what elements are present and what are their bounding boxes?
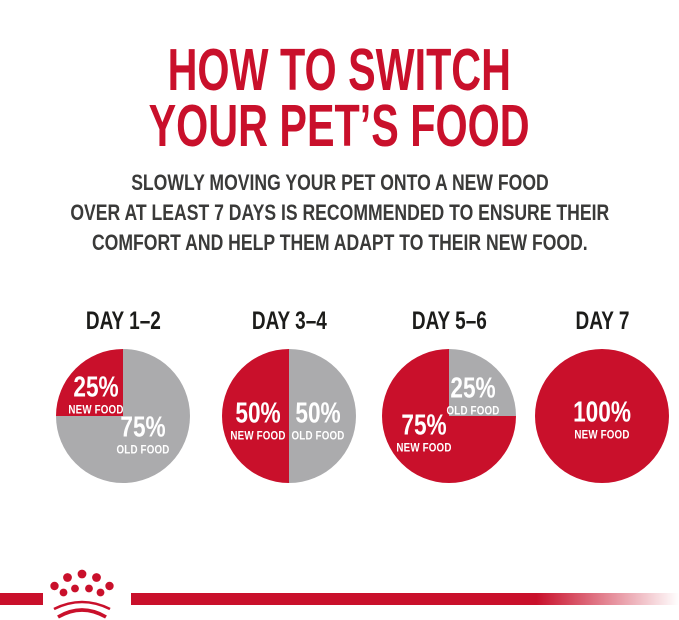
pie-chart-day-7: DAY 7 100% NEW FOOD <box>522 306 679 483</box>
pie-chart-day-3-4: DAY 3–4 50% NEW FOOD 50% OLD FOOD <box>209 306 369 483</box>
day-label: DAY 7 <box>575 307 629 335</box>
day-label: DAY 3–4 <box>251 307 327 335</box>
pie-slice-label-new-food: 75% NEW FOOD <box>395 409 452 455</box>
pie-slice-label-old-food: 50% OLD FOOD <box>291 397 345 443</box>
page-title-line1: HOW TO SWITCH <box>167 36 512 103</box>
pie-slice-label-old-food: 75% OLD FOOD <box>116 411 170 456</box>
pie-slice-label-new-food: 100% NEW FOOD <box>573 396 631 442</box>
footer-rule-left <box>0 593 43 605</box>
pie-slice-label-new-food: 25% NEW FOOD <box>68 370 124 416</box>
pie-day-1-2: 25% NEW FOOD 75% OLD FOOD <box>56 349 190 483</box>
page-title-line2: YOUR PET’S FOOD <box>149 92 530 159</box>
footer-rule-right <box>131 593 679 605</box>
day-label: DAY 1–2 <box>85 307 161 335</box>
intro-line2: OVER AT LEAST 7 DAYS IS RECOMMENDED TO E… <box>70 200 609 225</box>
intro-text: SLOWLY MOVING YOUR PET ONTO A NEW FOOD O… <box>0 168 679 258</box>
intro-line3: COMFORT AND HELP THEM ADAPT TO THEIR NEW… <box>91 230 588 255</box>
pie-day-7: 100% NEW FOOD <box>535 349 669 483</box>
pie-slice-label-old-food: 25% OLD FOOD <box>446 372 500 418</box>
day-label: DAY 5–6 <box>411 307 487 335</box>
royal-canin-crown-icon <box>50 569 114 619</box>
pie-slice-label-new-food: 50% NEW FOOD <box>230 397 286 443</box>
page-title: HOW TO SWITCH YOUR PET’S FOOD <box>0 36 679 159</box>
pie-chart-day-1-2: DAY 1–2 25% NEW FOOD 75% OLD FOOD <box>43 306 203 483</box>
intro-line1: SLOWLY MOVING YOUR PET ONTO A NEW FOOD <box>130 170 549 195</box>
pie-chart-day-5-6: DAY 5–6 75% NEW FOOD 25% OLD FOOD <box>369 306 529 483</box>
pie-day-3-4: 50% NEW FOOD 50% OLD FOOD <box>222 349 356 483</box>
pie-day-5-6: 75% NEW FOOD 25% OLD FOOD <box>382 349 516 483</box>
